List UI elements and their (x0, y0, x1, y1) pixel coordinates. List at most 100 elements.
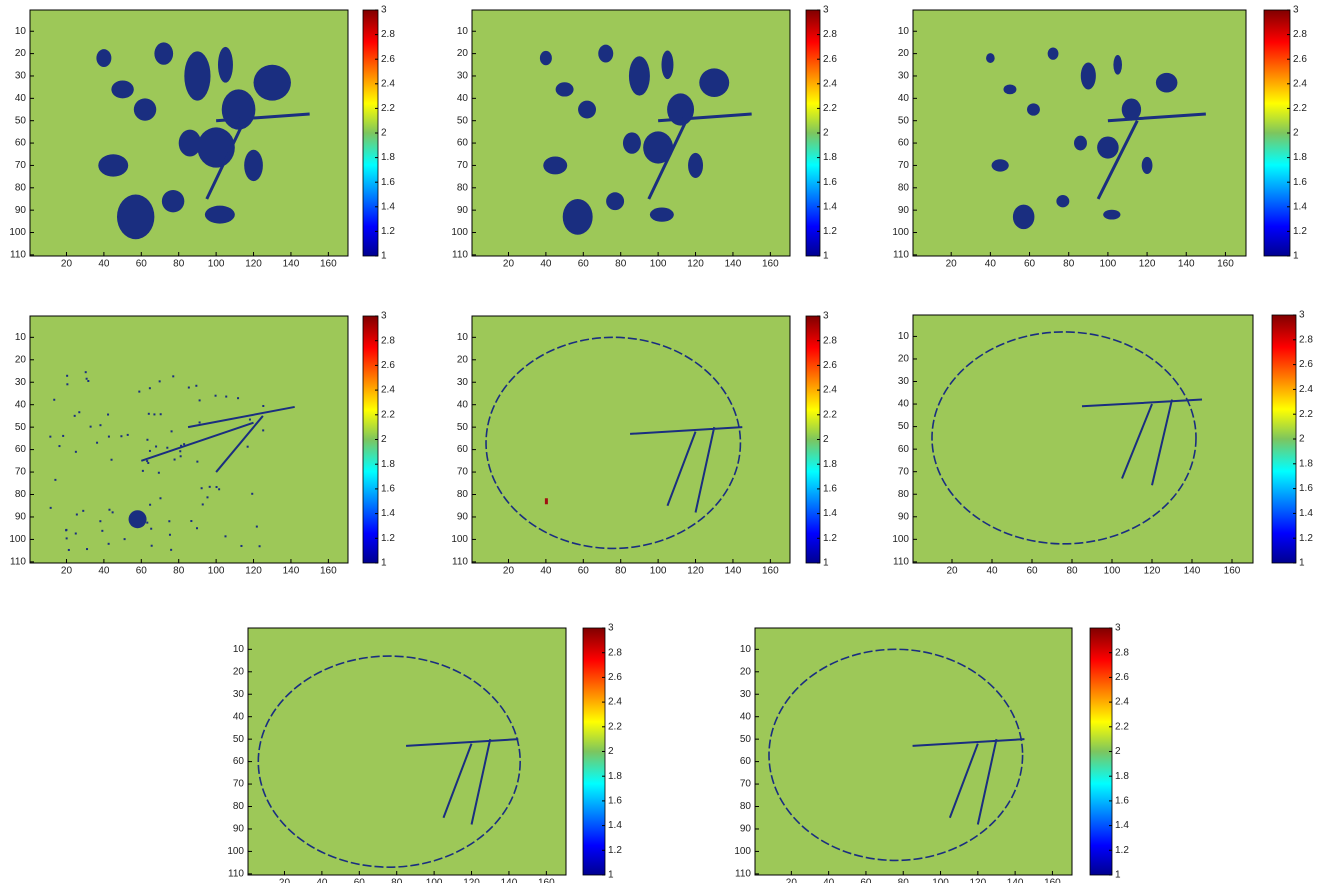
speck (195, 384, 198, 387)
region (606, 192, 625, 211)
y-tick-label: 20 (740, 666, 752, 677)
vein (406, 738, 519, 825)
y-tick-label: 10 (15, 26, 27, 37)
y-tick-label: 40 (457, 93, 469, 104)
axes-frame (29, 9, 349, 257)
speck (85, 377, 88, 380)
y-tick-label: 40 (898, 93, 910, 104)
region (578, 100, 597, 119)
y-tick-label: 40 (15, 399, 27, 410)
colorbar-tick-label: 2 (1299, 434, 1305, 445)
y-tick-label: 60 (15, 444, 27, 455)
heatmap-image (755, 628, 1072, 875)
x-tick-label: 80 (615, 566, 627, 577)
colorbar-tick-label: 1.2 (1115, 845, 1129, 856)
x-tick-label: 20 (946, 259, 958, 270)
region (98, 154, 129, 177)
x-tick-label: 100 (1104, 566, 1121, 577)
speck (225, 395, 228, 398)
y-tick-label: 50 (898, 421, 910, 432)
x-tick-label: 160 (762, 566, 779, 577)
y-tick-label: 20 (898, 48, 910, 59)
panel: 20 40 60 80 100 120 140 160 10 20 30 40 50 60 70 80 90 10… (892, 310, 1313, 577)
axes-frame (29, 315, 349, 564)
x-tick-label: 120 (969, 878, 986, 883)
y-tick-label: 70 (457, 160, 469, 171)
x-tick-label: 20 (61, 566, 73, 577)
colorbar-tick-label: 3 (823, 311, 829, 322)
speck (246, 445, 249, 448)
colorbar-tick-label: 1 (1115, 870, 1121, 881)
speck (158, 380, 161, 383)
speck (146, 460, 149, 463)
x-tick-label: 60 (1024, 259, 1036, 270)
outline (931, 331, 1197, 545)
speck (54, 478, 57, 481)
y-tick-label: 60 (233, 756, 245, 767)
speck (180, 444, 183, 447)
y-tick-label: 70 (898, 466, 910, 477)
colorbar-tick-label: 1.2 (381, 226, 395, 237)
colorbar-tick-label: 2.6 (1293, 54, 1307, 65)
x-tick-label: 100 (208, 259, 225, 270)
speck (218, 488, 221, 491)
region (562, 198, 593, 235)
heatmap-image (913, 10, 1246, 256)
colorbar-tick-label: 1.4 (1299, 508, 1313, 519)
speck (110, 458, 113, 461)
outline (485, 336, 742, 550)
speck (120, 435, 123, 438)
vein (647, 112, 752, 200)
x-tick-label: 20 (61, 259, 73, 270)
colorbar-tick-label: 1.2 (1293, 226, 1307, 237)
colorbar-tick-label: 2.8 (823, 29, 837, 40)
speck (78, 411, 81, 414)
colorbar-tick-label: 1 (608, 870, 614, 881)
region (622, 132, 641, 154)
x-tick-label: 120 (687, 566, 704, 577)
colorbar-tick-label: 2.4 (381, 78, 395, 89)
colorbar-tick-label: 2.6 (381, 54, 395, 65)
colorbar-tick-label: 3 (608, 623, 614, 634)
y-tick-label: 60 (457, 138, 469, 149)
y-tick-label: 50 (233, 734, 245, 745)
colorbar-tick-label: 1.2 (381, 533, 395, 544)
colorbar-tick-label: 1.4 (381, 201, 395, 212)
colorbar-tick-label: 1.6 (608, 796, 622, 807)
colorbar-tick-label: 3 (1293, 5, 1299, 16)
region (154, 42, 174, 65)
region (111, 80, 134, 99)
speck (195, 527, 198, 530)
colorbar-tick-label: 1.8 (823, 152, 837, 163)
y-tick-label: 70 (740, 779, 752, 790)
y-tick-label: 50 (898, 115, 910, 126)
y-tick-label: 40 (740, 711, 752, 722)
x-tick-label: 140 (501, 878, 518, 883)
x-tick-label: 80 (615, 259, 627, 270)
vein (912, 738, 1025, 825)
x-tick-label: 120 (245, 566, 262, 577)
x-tick-label: 140 (725, 566, 742, 577)
x-tick-label: 80 (898, 878, 910, 883)
x-tick-label: 100 (650, 259, 667, 270)
speck (53, 398, 56, 401)
y-tick-label: 100 (9, 227, 26, 238)
x-tick-label: 60 (860, 878, 872, 883)
speck (74, 532, 77, 535)
y-tick-label: 80 (15, 182, 27, 193)
x-tick-label: 100 (208, 566, 225, 577)
speck (126, 433, 129, 436)
y-tick-label: 110 (228, 869, 244, 880)
x-tick-label: 40 (540, 566, 552, 577)
y-tick-label: 90 (457, 512, 469, 523)
x-tick-label: 20 (279, 878, 291, 883)
colorbar-tick-label: 1.8 (823, 459, 837, 470)
y-tick-label: 30 (457, 377, 469, 388)
speck (200, 487, 203, 490)
y-tick-label: 30 (233, 689, 245, 700)
x-tick-label: 120 (1144, 566, 1161, 577)
y-tick-label: 30 (898, 71, 910, 82)
y-tick-label: 110 (10, 557, 26, 568)
y-tick-label: 90 (898, 205, 910, 216)
y-tick-label: 110 (735, 869, 751, 880)
